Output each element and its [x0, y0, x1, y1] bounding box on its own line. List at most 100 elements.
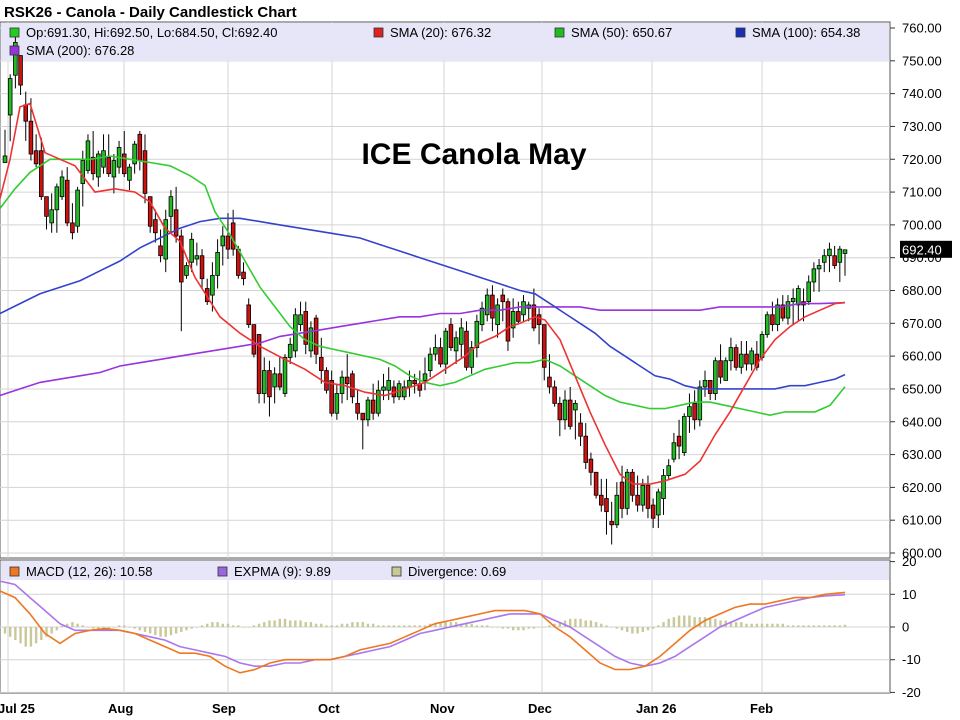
candle-body	[23, 104, 29, 122]
divergence-bar	[128, 627, 131, 628]
price-tick-label: 640.00	[902, 414, 942, 429]
candle-body	[474, 320, 480, 348]
divergence-bar	[465, 623, 468, 627]
candle-body	[422, 373, 428, 381]
divergence-bar	[537, 627, 541, 628]
divergence-bar	[288, 620, 292, 627]
divergence-bar	[304, 622, 307, 627]
divergence-bar	[206, 623, 209, 627]
legend-entry: Op:691.30, Hi:692.50, Lo:684.50, Cl:692.…	[26, 25, 278, 40]
divergence-bar	[714, 618, 717, 627]
candle-body	[495, 304, 500, 326]
candle-body	[811, 268, 817, 283]
candle-body	[619, 481, 625, 509]
legend-entry: SMA (20): 676.32	[390, 25, 491, 40]
x-tick-label: Sep	[212, 701, 236, 716]
candle-body	[225, 235, 231, 250]
divergence-bar	[273, 620, 276, 627]
divergence-bar	[501, 627, 504, 629]
x-axis: Jul 25 Aug Sep Oct Nov Dec Jan 26 Feb	[0, 701, 773, 716]
candle-body	[816, 265, 822, 270]
divergence-bar	[480, 625, 484, 627]
divergence-bar	[294, 620, 297, 627]
candle-body	[640, 485, 646, 506]
candle-body	[153, 219, 158, 234]
macd-tick-label: -20	[902, 685, 921, 700]
divergence-bar	[439, 622, 442, 627]
divergence-bar	[371, 623, 375, 627]
divergence-bar	[610, 627, 613, 628]
candle-body	[469, 347, 474, 368]
candle-body	[790, 297, 796, 303]
candle-body	[599, 494, 604, 506]
divergence-bar	[299, 620, 302, 627]
divergence-bar	[45, 627, 48, 637]
legend-swatch	[373, 27, 384, 38]
candle-body	[261, 370, 267, 394]
divergence-bar	[594, 622, 598, 627]
candle-body	[179, 235, 184, 283]
candle-body	[707, 380, 713, 394]
divergence-bar	[563, 620, 567, 627]
divergence-bar	[786, 625, 790, 627]
divergence-bar	[781, 623, 784, 627]
price-tick-label: 630.00	[902, 447, 942, 462]
divergence-bar	[776, 623, 779, 627]
candle-body	[142, 150, 148, 194]
divergence-bar	[740, 622, 743, 627]
divergence-bar	[833, 625, 836, 627]
candle-body	[287, 343, 293, 358]
candle-body	[427, 353, 433, 371]
divergence-bar	[506, 627, 510, 629]
legend-swatch	[735, 27, 746, 38]
candle-body	[401, 386, 407, 398]
candle-body	[713, 360, 718, 394]
divergence-bar	[454, 622, 458, 627]
sma20-line	[0, 102, 846, 485]
divergence-bar	[55, 627, 59, 631]
divergence-bar	[86, 627, 90, 628]
divergence-bar	[309, 622, 313, 627]
candle-body	[267, 370, 272, 398]
candle-body	[832, 255, 837, 266]
divergence-bar	[340, 623, 344, 627]
divergence-bar	[797, 625, 800, 627]
candle-body	[272, 373, 277, 388]
candle-body	[127, 166, 132, 181]
divergence-bar	[646, 627, 650, 631]
candle-body	[370, 399, 376, 414]
divergence-bar	[403, 625, 406, 627]
price-tick-label: 680.00	[902, 283, 942, 298]
divergence-bar	[708, 618, 712, 627]
candle-body	[516, 311, 521, 322]
divergence-bar	[558, 622, 562, 627]
candle-body	[718, 360, 723, 378]
candle-body	[90, 156, 96, 175]
divergence-bar	[330, 625, 333, 627]
candle-body	[80, 160, 86, 184]
price-y-axis: 760.00 750.00 740.00 730.00 720.00 710.00 700.…	[890, 21, 942, 561]
price-tick-label: 750.00	[902, 53, 942, 68]
divergence-bar	[600, 623, 603, 627]
candle-body	[246, 304, 251, 326]
candle-body	[173, 209, 179, 237]
divergence-bar	[366, 623, 370, 627]
candle-body	[132, 143, 137, 165]
divergence-bar	[356, 622, 359, 627]
divergence-bar	[211, 622, 214, 627]
divergence-bar	[24, 627, 27, 647]
candle-body	[28, 120, 34, 155]
price-tick-label: 760.00	[902, 21, 942, 36]
macd-tick-label: 0	[902, 620, 909, 635]
macd-panel: MACD (12, 26): 10.58 EXPMA (9): 9.89 Diver…	[0, 559, 891, 694]
candle-body	[453, 337, 459, 352]
divergence-bar	[823, 625, 826, 627]
divergence-bar	[133, 627, 136, 629]
candle-body	[609, 521, 614, 526]
candle-body	[376, 389, 381, 414]
candle-body	[220, 235, 226, 247]
divergence-bar	[470, 623, 473, 627]
candle-body	[785, 301, 791, 319]
candle-body	[547, 376, 552, 388]
candle-body	[500, 294, 506, 303]
